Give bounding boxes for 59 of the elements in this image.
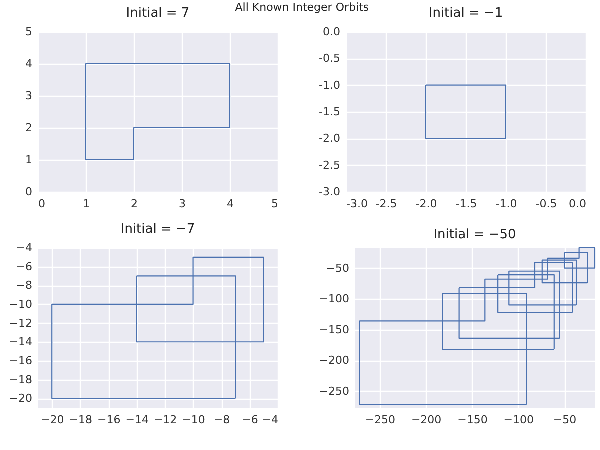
- y-tick-label: −6: [16, 260, 32, 274]
- x-tick-label: -2.5: [376, 198, 398, 210]
- y-tick-label: 0.0: [323, 26, 340, 38]
- y-tick-label: 0: [26, 186, 32, 198]
- x-tick-label: −50: [553, 414, 577, 426]
- x-tick-label: 4: [227, 198, 234, 210]
- x-tick-label: 5: [272, 198, 278, 210]
- y-tick-label: -3.0: [319, 186, 340, 198]
- y-tick-label: −20: [9, 392, 32, 406]
- y-tick-label: −18: [9, 373, 32, 386]
- y-tick-label: 2: [26, 122, 32, 134]
- y-tick-label: −10: [9, 298, 32, 311]
- y-tick-label: -2.5: [319, 158, 340, 172]
- y-tick-label: −12: [9, 316, 32, 330]
- x-tick-label: 2: [131, 198, 138, 210]
- y-tick-label: 5: [26, 26, 32, 38]
- x-tick-label: −16: [97, 414, 121, 426]
- x-tick-label: −4: [262, 414, 278, 426]
- y-tick-label: −250: [319, 384, 350, 398]
- y-tick-label: 3: [26, 90, 32, 102]
- y-tick-label: −100: [319, 292, 350, 306]
- y-tick-label: -2.0: [319, 132, 340, 146]
- y-tick-label: −150: [319, 323, 350, 336]
- x-tick-label: -3.0: [346, 198, 368, 210]
- x-tick-label: −200: [411, 414, 442, 426]
- x-tick-label: −20: [41, 414, 64, 426]
- x-tick-label: −250: [365, 414, 396, 426]
- x-tick-label: −100: [504, 414, 534, 426]
- y-tick-label: 4: [26, 58, 32, 70]
- x-tick-label: −14: [126, 414, 149, 426]
- chart-title: Initial = −1: [428, 6, 504, 21]
- x-tick-label: -2.0: [416, 198, 438, 210]
- y-tick-label: −4: [16, 242, 32, 254]
- x-tick-label: −12: [154, 414, 178, 426]
- chart-title: Initial = −7: [120, 222, 196, 237]
- x-tick-label: −18: [69, 414, 92, 426]
- x-tick-label: 1: [83, 198, 90, 210]
- y-tick-label: -1.0: [319, 78, 340, 92]
- x-tick-label: −8: [214, 414, 230, 426]
- x-tick-label: 0.0: [569, 198, 586, 210]
- y-tick-label: −200: [319, 354, 350, 368]
- x-tick-label: -0.5: [536, 198, 558, 210]
- x-tick-label: −10: [182, 414, 206, 426]
- y-tick-label: −16: [9, 354, 32, 368]
- x-tick-label: 3: [179, 198, 186, 210]
- x-tick-label: 0: [38, 198, 46, 210]
- x-tick-label: −6: [242, 414, 258, 426]
- chart-title: Initial = 7: [126, 6, 190, 21]
- x-tick-label: -1.5: [456, 198, 478, 210]
- text: All Known Integer Orbits: [235, 1, 370, 14]
- x-tick-label: -1.0: [496, 198, 518, 210]
- y-tick-label: −14: [9, 336, 32, 349]
- x-tick-label: −150: [458, 414, 488, 426]
- chart-title: Initial = −50: [434, 227, 516, 242]
- y-tick-label: −8: [16, 279, 32, 292]
- y-tick-label: 1: [26, 154, 32, 166]
- y-tick-label: -0.5: [319, 52, 340, 66]
- y-tick-label: −50: [326, 262, 350, 275]
- y-tick-label: -1.5: [319, 106, 340, 118]
